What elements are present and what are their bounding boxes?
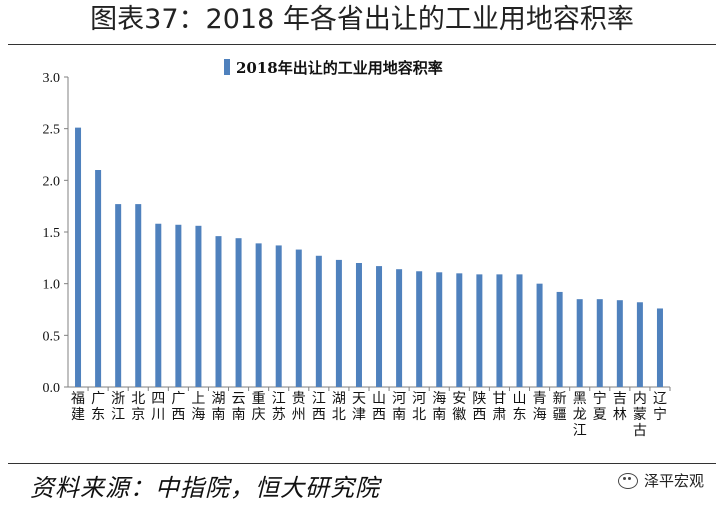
watermark-text: 泽平宏观	[643, 472, 704, 490]
figure-title: 图表37：2018 年各省出让的工业用地容积率	[90, 4, 634, 35]
category-label: 辽宁	[653, 391, 667, 423]
category-label: 湖北	[332, 391, 346, 423]
bar	[656, 308, 663, 387]
category-label: 内蒙古	[633, 391, 647, 439]
bar	[376, 266, 383, 387]
category-label: 甘肃	[492, 391, 506, 423]
bar	[496, 274, 503, 387]
title-divider	[8, 44, 716, 45]
bar	[175, 224, 182, 387]
bar	[355, 263, 362, 387]
bar	[396, 269, 403, 387]
bar	[95, 170, 102, 387]
category-label: 河南	[392, 391, 406, 423]
y-tick-label: 0.0	[43, 381, 61, 396]
category-label: 宁夏	[593, 390, 607, 423]
category-label: 海南	[432, 391, 446, 423]
bar-chart: 2018年出让的工业用地容积率 0.0 0.5 1.0 1.5 2.0 2.5 3.0 福建…	[43, 59, 671, 439]
category-label: 福建	[71, 391, 85, 423]
category-label: 上海	[191, 391, 205, 423]
category-label: 广西	[171, 391, 185, 423]
chart-legend: 2018年出让的工业用地容积率	[224, 59, 443, 77]
y-tick-label: 2.5	[43, 123, 61, 138]
y-tick-label: 1.5	[43, 226, 61, 241]
legend-label: 2018年出让的工业用地容积率	[236, 59, 443, 77]
bar	[335, 259, 342, 387]
category-label: 山西	[372, 391, 386, 423]
bar	[536, 283, 543, 387]
category-label: 安徽	[452, 391, 466, 423]
chat-bubble-icon	[617, 472, 638, 489]
y-tick-label: 3.0	[43, 71, 61, 86]
bar	[215, 236, 222, 387]
category-label: 湖南	[212, 391, 226, 423]
bar	[115, 204, 122, 387]
bar	[516, 274, 523, 387]
category-label: 新疆	[553, 391, 567, 423]
category-label: 云南	[232, 391, 246, 423]
bar	[255, 243, 262, 387]
y-tick-label: 2.0	[43, 174, 61, 189]
bar	[416, 271, 423, 387]
category-label: 贵州	[292, 391, 306, 423]
footer-divider	[8, 463, 716, 464]
category-label: 四川	[151, 391, 165, 423]
source-note: 资料来源：中指院，恒大研究院	[30, 474, 380, 502]
bar	[616, 300, 623, 387]
category-label: 广东	[91, 391, 105, 423]
y-tick-label: 0.5	[43, 329, 61, 344]
category-label: 青海	[533, 391, 547, 423]
bar	[476, 274, 483, 387]
bar	[135, 204, 142, 387]
category-label: 黑龙江	[573, 391, 587, 439]
y-tick-label: 1.0	[43, 278, 61, 293]
bar	[295, 249, 302, 387]
category-label: 浙江	[111, 391, 125, 423]
category-label: 吉林	[613, 391, 627, 423]
category-label: 江西	[312, 391, 326, 423]
bar	[155, 223, 162, 387]
category-label: 陕西	[472, 391, 486, 423]
bar	[596, 299, 603, 387]
watermark: 泽平宏观	[617, 470, 704, 491]
bar	[75, 127, 82, 387]
category-label: 河北	[412, 391, 426, 423]
category-label: 重庆	[252, 391, 266, 423]
bars	[75, 127, 663, 387]
bar	[275, 245, 282, 387]
category-label: 江苏	[272, 391, 286, 423]
category-label: 山东	[513, 391, 527, 423]
category-label: 天津	[352, 391, 366, 423]
bar	[436, 272, 443, 387]
category-labels: 福建广东浙江北京四川广西上海湖南云南重庆江苏贵州江西湖北天津山西河南河北海南安徽…	[71, 390, 667, 439]
category-label: 北京	[131, 391, 145, 423]
bar	[235, 238, 242, 387]
bar	[195, 225, 202, 387]
bar	[636, 302, 643, 387]
legend-swatch	[224, 59, 230, 75]
bar	[456, 273, 463, 387]
bar	[315, 255, 322, 387]
chart-axes: 0.0 0.5 1.0 1.5 2.0 2.5 3.0	[43, 71, 671, 396]
bar	[576, 299, 583, 387]
bar	[556, 291, 563, 387]
